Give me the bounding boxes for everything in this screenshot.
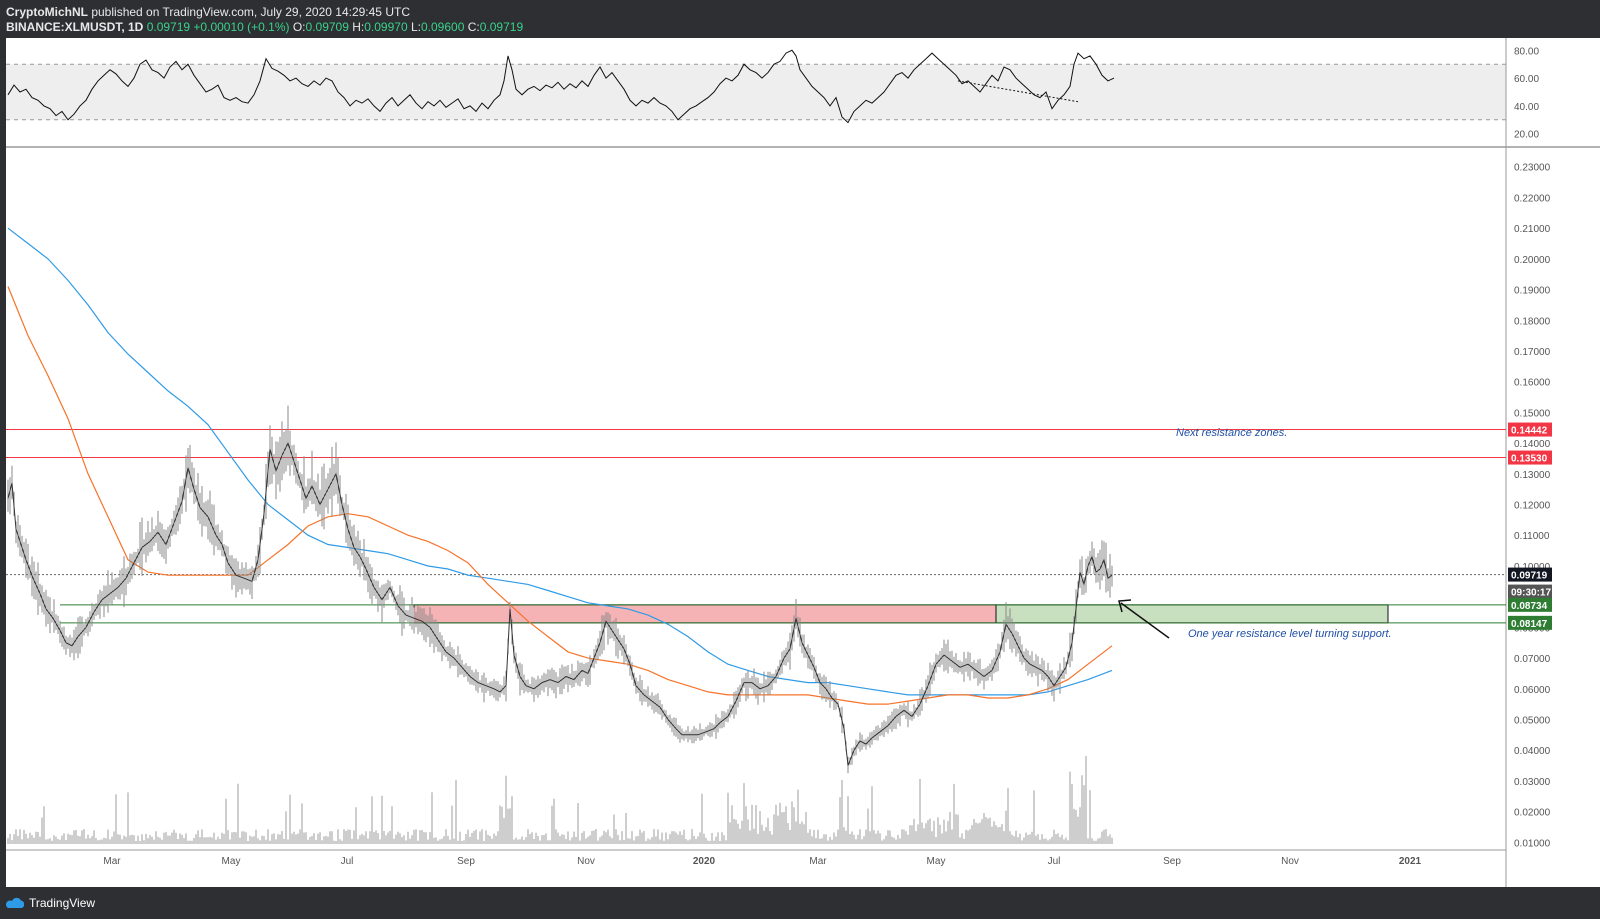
price-tick-label: 0.10000 <box>1514 562 1551 573</box>
price-tick-label: 0.18000 <box>1514 316 1551 327</box>
price-bars <box>7 405 1113 774</box>
price-tick-label: 0.22000 <box>1514 193 1551 204</box>
author-name[interactable]: CryptoMichNL <box>6 5 88 19</box>
price-change: +0.00010 (+0.1%) <box>193 20 290 34</box>
price-tick-label: 0.01000 <box>1514 838 1551 849</box>
chart-header: CryptoMichNL published on TradingView.co… <box>6 5 523 35</box>
badge-r2-box <box>1508 450 1552 465</box>
open-label: O: <box>292 20 306 34</box>
price-tick-label: 0.11000 <box>1514 531 1550 542</box>
price-tick-label: 0.05000 <box>1514 715 1551 726</box>
high-value: 0.09970 <box>364 20 408 34</box>
rsi-tick-label: 20.00 <box>1514 130 1539 141</box>
publish-line: CryptoMichNL published on TradingView.co… <box>6 5 523 20</box>
price-pane: Next resistance zones. One year resistan… <box>6 163 1552 867</box>
chart-area[interactable]: 80.00 60.00 40.00 20.00 Next resi <box>6 38 1600 887</box>
support-note: One year resistance level turning suppor… <box>1188 628 1392 640</box>
time-tick-label: Jul <box>341 856 354 867</box>
ma-slow-line <box>7 227 1113 696</box>
price-tick-label: 0.21000 <box>1514 224 1551 235</box>
price-tick-label: 0.03000 <box>1514 777 1551 788</box>
volume-bars <box>7 756 1113 844</box>
time-axis: Mar May Jul Sep Nov 2020 Mar May Jul Sep Nov 2021 <box>6 849 1506 867</box>
rsi-pane: 80.00 60.00 40.00 20.00 <box>6 46 1539 141</box>
price-line <box>7 441 1113 766</box>
badge-s1-box <box>1508 597 1552 612</box>
time-tick-label: Nov <box>577 856 595 867</box>
price-tick-label: 0.07000 <box>1514 654 1551 665</box>
time-tick-label: Mar <box>809 856 827 867</box>
time-tick-label: May <box>222 856 241 867</box>
rsi-band <box>6 64 1506 120</box>
symbol-name: BINANCE:XLMUSDT, 1D <box>6 20 144 34</box>
badge-r1: 0.14442 <box>1511 426 1548 437</box>
badge-r2: 0.13530 <box>1511 454 1548 465</box>
footer <box>0 887 1600 919</box>
badge-r1-box <box>1508 422 1552 437</box>
low-label: L: <box>410 20 421 34</box>
price-tick-label: 0.14000 <box>1514 439 1551 450</box>
open-value: 0.09709 <box>305 20 349 34</box>
price-tick-label: 0.12000 <box>1514 501 1551 512</box>
annotation-arrowhead <box>1118 599 1132 613</box>
price-tick-label: 0.17000 <box>1514 347 1551 358</box>
tradingview-cloud-icon <box>6 897 24 908</box>
badge-countdown-box <box>1508 584 1552 599</box>
rsi-tick-label: 60.00 <box>1514 74 1539 85</box>
time-tick-label: 2020 <box>693 856 716 867</box>
price-badges: 0.14442 0.13530 0.09719 09:30:17 0.08734 0.08… <box>1508 422 1552 630</box>
badge-last: 0.09719 <box>1511 571 1548 582</box>
price-tick-label: 0.02000 <box>1514 808 1551 819</box>
badge-last-box <box>1508 567 1552 582</box>
resistance-note: Next resistance zones. <box>1176 427 1287 439</box>
badge-s1: 0.08734 <box>1511 601 1548 612</box>
rsi-tick-label: 40.00 <box>1514 102 1539 113</box>
price-tick-label: 0.13000 <box>1514 470 1551 481</box>
last-price: 0.09719 <box>146 20 191 34</box>
support-zone <box>995 604 1389 624</box>
time-tick-label: Jul <box>1048 856 1061 867</box>
ma-fast-line <box>7 286 1113 705</box>
brand-name: TradingView <box>29 896 96 910</box>
badge-s2: 0.08147 <box>1511 619 1548 630</box>
symbol-line: BINANCE:XLMUSDT, 1D 0.09719 +0.00010 (+0… <box>6 20 523 35</box>
high-label: H: <box>352 20 365 34</box>
rsi-tick-label: 80.00 <box>1514 46 1539 57</box>
tradingview-logo[interactable]: TradingView <box>6 896 95 910</box>
price-tick-label: 0.23000 <box>1514 163 1551 174</box>
rsi-axis: 80.00 60.00 40.00 20.00 <box>1514 46 1539 140</box>
price-axis: 0.23000 0.22000 0.21000 0.20000 0.19000 0.180… <box>1514 163 1551 850</box>
price-tick-label: 0.19000 <box>1514 286 1551 297</box>
time-tick-label: Nov <box>1281 856 1299 867</box>
time-tick-label: 2021 <box>1399 856 1422 867</box>
publish-info: published on TradingView.com, July 29, 2… <box>88 5 410 19</box>
resistance-zone <box>413 604 997 624</box>
badge-countdown: 09:30:17 <box>1511 588 1551 599</box>
close-label: C: <box>467 20 480 34</box>
low-value: 0.09600 <box>421 20 465 34</box>
price-tick-label: 0.16000 <box>1514 378 1551 389</box>
price-tick-label: 0.15000 <box>1514 408 1551 419</box>
badge-s2-box <box>1508 615 1552 630</box>
price-tick-label: 0.04000 <box>1514 746 1551 757</box>
rsi-line <box>7 49 1115 124</box>
close-value: 0.09719 <box>479 20 524 34</box>
time-tick-label: Sep <box>1163 856 1181 867</box>
time-tick-label: Sep <box>457 856 475 867</box>
time-tick-label: Mar <box>103 856 121 867</box>
price-tick-label: 0.20000 <box>1514 255 1551 266</box>
price-tick-label: 0.06000 <box>1514 685 1551 696</box>
rsi-trendline <box>957 80 1079 103</box>
annotation-arrow <box>1120 602 1170 639</box>
time-tick-label: May <box>927 856 946 867</box>
